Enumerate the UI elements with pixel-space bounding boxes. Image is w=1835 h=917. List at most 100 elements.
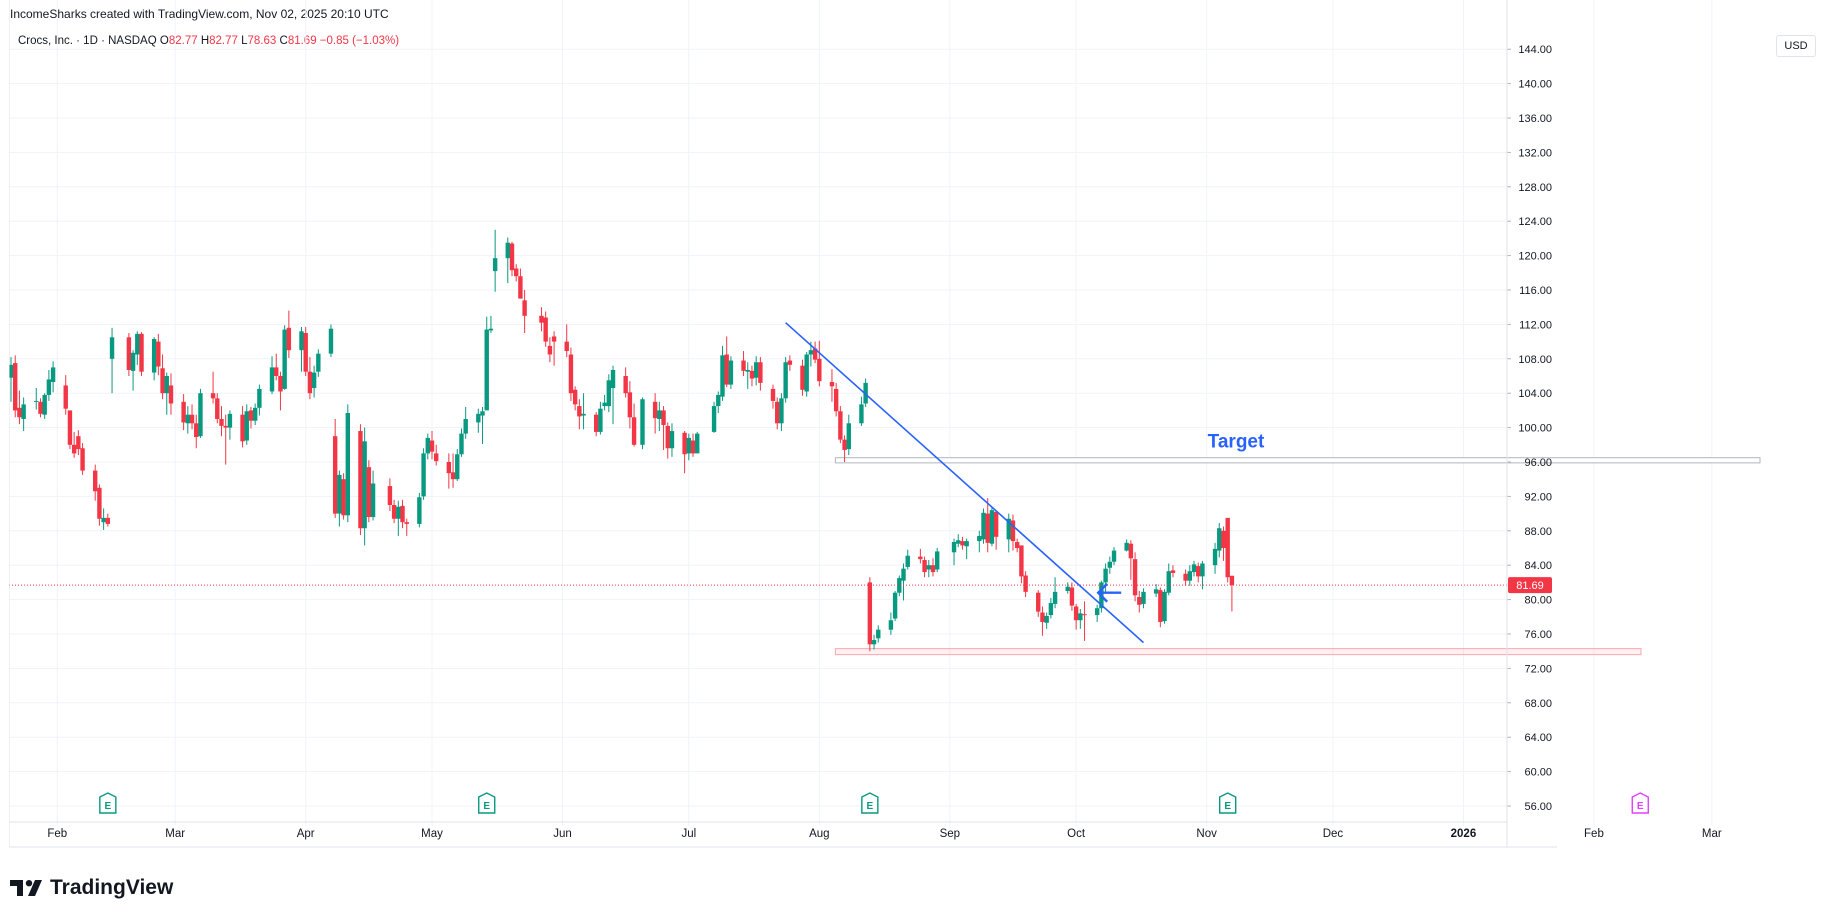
x-tick-label: Aug: [809, 828, 829, 840]
candle-body: [219, 419, 224, 426]
candle-body: [164, 376, 169, 394]
candle-body: [724, 354, 729, 385]
candle-body: [50, 367, 56, 383]
x-tick-label: Mar: [1702, 828, 1722, 840]
candle-body: [897, 578, 902, 593]
candle-body: [160, 368, 165, 394]
chart-canvas[interactable]: Target 56.00 60.00 64.00 68.00 72.00 76.00 80.…: [8, 0, 1835, 858]
price-chart[interactable]: Target 56.00 60.00 64.00 68.00 72.00 76.00 80.…: [8, 0, 1835, 858]
candle-body: [1065, 586, 1070, 591]
candle-body: [463, 419, 468, 434]
candle-body: [728, 360, 734, 385]
candle-body: [930, 565, 936, 573]
candle-body: [476, 413, 481, 423]
candle-body: [93, 470, 98, 492]
candle-body: [257, 388, 262, 408]
candle-body: [640, 399, 645, 445]
target-zone: [834, 457, 1761, 464]
candle-body: [518, 276, 523, 299]
candle-body: [514, 268, 519, 277]
candle-body: [185, 414, 191, 424]
x-tick-label: Feb: [1584, 828, 1604, 840]
candle-body: [1014, 541, 1020, 548]
earnings-marker-icon: E: [1218, 792, 1237, 814]
earnings-shape: [478, 792, 496, 814]
candle-body: [303, 333, 308, 372]
candle-body: [1010, 520, 1016, 542]
candle-body: [808, 350, 814, 355]
candle-body: [139, 333, 144, 372]
candle-body: [509, 243, 515, 271]
candle-body: [665, 425, 670, 449]
candle-body: [1040, 612, 1045, 622]
candle-body: [337, 474, 342, 514]
candle-body: [421, 453, 426, 497]
candle-body: [223, 425, 228, 428]
candle-body: [989, 510, 995, 544]
candle-body: [67, 410, 73, 445]
candle-body: [602, 402, 607, 407]
candle-body: [1036, 592, 1041, 612]
change-value: −0.85 (−1.03%): [319, 35, 400, 47]
candle-body: [606, 380, 612, 407]
candle-body: [8, 364, 14, 378]
candle-body: [1073, 606, 1079, 621]
x-tick-label: Sep: [940, 828, 960, 840]
x-tick-label: Dec: [1323, 828, 1344, 840]
candle-body: [905, 555, 910, 567]
x-tick-label: Oct: [1067, 828, 1086, 840]
candle-body: [749, 370, 755, 379]
y-tick-label: 136.00: [1518, 113, 1552, 125]
candle-body: [564, 341, 569, 352]
candle-body: [101, 517, 106, 523]
candle-body: [871, 640, 877, 645]
earnings-marker-icon: E: [99, 792, 117, 814]
currency-button[interactable]: USD: [1776, 35, 1816, 57]
candle-body: [80, 448, 85, 471]
candle-body: [210, 393, 216, 399]
candle-body: [417, 497, 422, 524]
x-tick-label: Feb: [47, 828, 67, 840]
candle-body: [332, 436, 338, 514]
candle-body: [488, 328, 494, 331]
close-label: C: [279, 35, 288, 47]
earnings-letter: E: [483, 801, 490, 812]
candle-body: [1153, 589, 1159, 594]
candle-body: [396, 506, 401, 519]
candle-body: [1128, 543, 1134, 559]
y-tick-label: 80.00: [1524, 595, 1552, 607]
y-tick-label: 60.00: [1524, 767, 1552, 779]
candle-body: [842, 439, 847, 450]
y-tick-label: 56.00: [1524, 801, 1552, 813]
candle-body: [1212, 548, 1218, 566]
candle-body: [985, 513, 990, 543]
candle-body: [1191, 564, 1197, 573]
candle-body: [817, 358, 822, 382]
candle-body: [341, 479, 346, 516]
candle-body: [97, 487, 102, 519]
candle-body: [993, 511, 999, 537]
y-tick-label: 124.00: [1518, 216, 1552, 228]
candle-body: [1221, 530, 1226, 548]
trendline: [785, 322, 1145, 644]
candle-body: [46, 379, 52, 395]
candle-body: [741, 360, 746, 371]
candle-body: [775, 401, 780, 424]
candle-body: [1132, 559, 1138, 596]
candle-body: [804, 354, 809, 392]
y-tick-label: 128.00: [1518, 182, 1552, 194]
candle-body: [1217, 528, 1222, 551]
x-tick-label: May: [421, 828, 443, 840]
high-label: H: [200, 35, 210, 47]
candle-body: [981, 512, 986, 540]
candle-body: [779, 398, 784, 424]
candle-body: [922, 560, 927, 573]
candle-body: [1141, 591, 1146, 604]
candle-body: [505, 242, 510, 259]
candle-body: [711, 406, 717, 432]
candle-body: [1170, 570, 1176, 573]
candle-body: [1082, 614, 1087, 616]
candle-body: [1023, 575, 1028, 592]
candle-body: [227, 413, 233, 428]
candle-body: [951, 541, 957, 553]
